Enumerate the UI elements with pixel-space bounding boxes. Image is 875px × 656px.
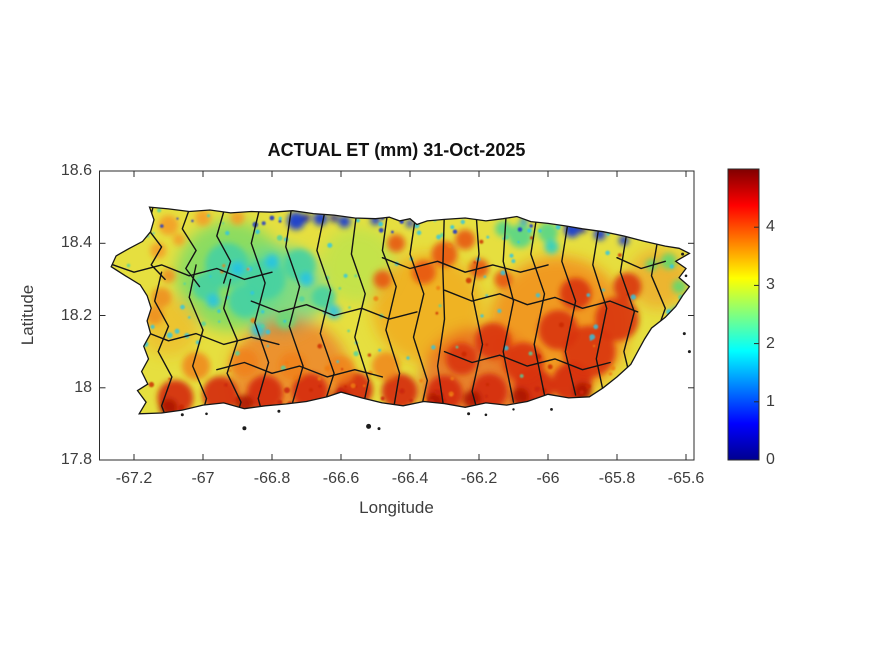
y-tick-label: 18 bbox=[74, 378, 92, 396]
x-tick-label: -67.2 bbox=[115, 470, 153, 487]
colorbar-tick-label: 4 bbox=[766, 218, 775, 236]
figure-title: ACTUAL ET (mm) 31-Oct-2025 bbox=[267, 140, 526, 160]
y-tick-label: 18.2 bbox=[60, 306, 92, 324]
x-tick-label: -66.4 bbox=[391, 470, 429, 487]
x-tick-label: -66 bbox=[536, 470, 560, 487]
colorbar-tick-label: 0 bbox=[766, 451, 775, 468]
colorbar bbox=[727, 168, 760, 461]
axes-box bbox=[99, 170, 695, 461]
municipal-boundaries bbox=[111, 207, 666, 414]
coastline bbox=[110, 206, 691, 415]
colorbar-tick-label: 2 bbox=[766, 334, 775, 352]
colorbar-tick-label: 1 bbox=[766, 392, 775, 410]
x-tick-label: -66.6 bbox=[322, 470, 360, 487]
offshore-islets bbox=[180, 252, 691, 431]
island-map bbox=[110, 206, 691, 431]
x-tick-label: -65.8 bbox=[598, 470, 636, 487]
x-tick-label: -67 bbox=[191, 470, 215, 487]
y-axis-label: Latitude bbox=[18, 284, 37, 346]
x-tick-label: -65.6 bbox=[667, 470, 705, 487]
x-axis-label: Longitude bbox=[359, 498, 434, 517]
y-tick-label: 18.4 bbox=[60, 234, 92, 252]
y-tick-label: 17.8 bbox=[60, 451, 92, 468]
colorbar-tick-label: 3 bbox=[766, 276, 775, 294]
x-tick-label: -66.2 bbox=[460, 470, 498, 487]
y-tick-label: 18.6 bbox=[60, 162, 92, 179]
x-tick-label: -66.8 bbox=[253, 470, 291, 487]
